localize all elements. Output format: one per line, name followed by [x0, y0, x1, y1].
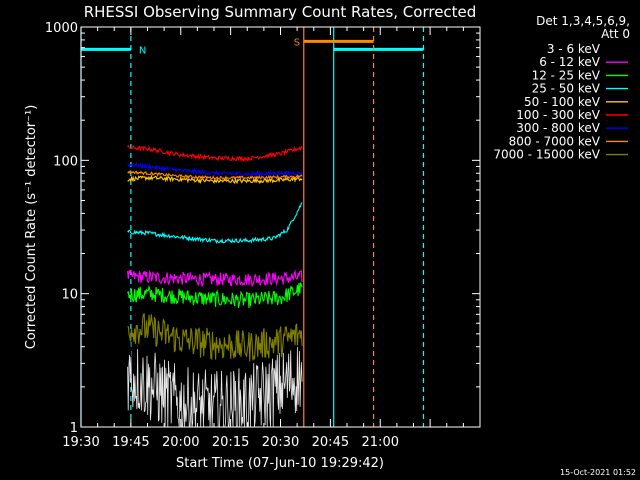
legend-label-6: 300 - 800 keV	[516, 121, 600, 135]
annotation-s-label: S	[294, 37, 300, 48]
series-line-0-highlight	[127, 347, 303, 428]
x-tick-label-6: 21:00	[362, 435, 399, 450]
legend-label-3: 25 - 50 keV	[532, 82, 601, 96]
y-tick-label-1: 10	[61, 288, 78, 303]
x-tick-label-1: 19:45	[112, 435, 149, 450]
x-tick-label-5: 20:45	[312, 435, 349, 450]
x-tick-label-2: 20:00	[162, 435, 199, 450]
series-line-2	[127, 282, 303, 309]
legend-label-4: 50 - 100 keV	[524, 95, 601, 109]
legend-label-2: 12 - 25 keV	[532, 68, 601, 82]
axes: 1 10 100 1000 19:30 19:45 20:00 20:15 20:30 20:45…	[45, 21, 481, 450]
series-line-7	[127, 169, 303, 181]
annotation-n-label: N	[139, 45, 146, 56]
legend-label-8: 7000 - 15000 keV	[493, 148, 600, 162]
y-tick-label-3: 1000	[45, 21, 78, 36]
y-tick-label-0: 1	[70, 421, 78, 436]
x-tick-label-4: 20:30	[262, 435, 299, 450]
legend-header-line-1: Det 1,3,4,5,6,9,	[536, 14, 630, 28]
series-line-5	[127, 144, 303, 163]
legend-label-0: 3 - 6 keV	[547, 42, 601, 56]
footer-timestamp: 15-Oct-2021 01:52	[560, 468, 636, 477]
legend-label-5: 100 - 300 keV	[516, 108, 600, 122]
x-tick-label-0: 19:30	[62, 435, 99, 450]
series-line-1	[127, 269, 303, 288]
y-axis-label: Corrected Count Rate (s⁻¹ detector⁻¹)	[24, 105, 39, 350]
y-tick-label-2: 100	[53, 154, 78, 169]
legend-label-1: 6 - 12 keV	[539, 55, 601, 69]
series-line-3	[127, 202, 303, 244]
series-line-6	[127, 162, 303, 178]
chart-title: RHESSI Observing Summary Count Rates, Co…	[84, 3, 477, 21]
legend-label-7: 800 - 7000 keV	[509, 134, 601, 148]
series-line-8	[127, 313, 303, 362]
x-tick-label-3: 20:15	[212, 435, 249, 450]
plot-area: NS	[80, 27, 425, 429]
legend-header-line-2: Att 0	[601, 27, 630, 41]
x-axis-label: Start Time (07-Jun-10 19:29:42)	[176, 456, 384, 471]
